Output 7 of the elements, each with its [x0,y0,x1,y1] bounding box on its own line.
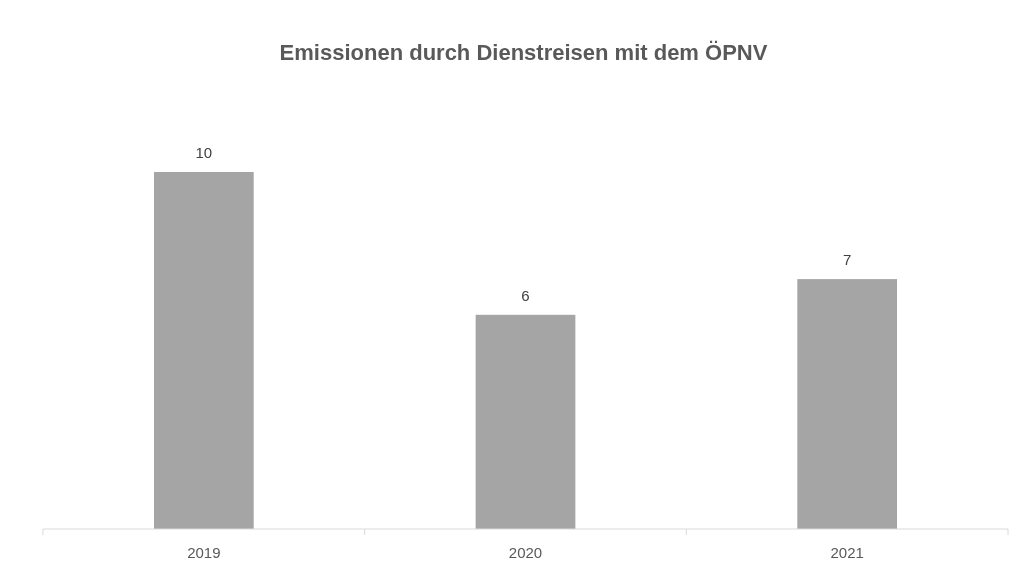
data-label: 10 [195,144,213,161]
x-tick-label: 2021 [830,544,864,561]
x-tick-label: 2019 [187,544,221,561]
data-label: 6 [521,286,530,304]
data-label: 7 [842,251,852,269]
chart-title: Emissionen durch Dienstreisen mit dem ÖPNV [279,40,768,65]
x-tick-label: 2020 [508,544,543,561]
